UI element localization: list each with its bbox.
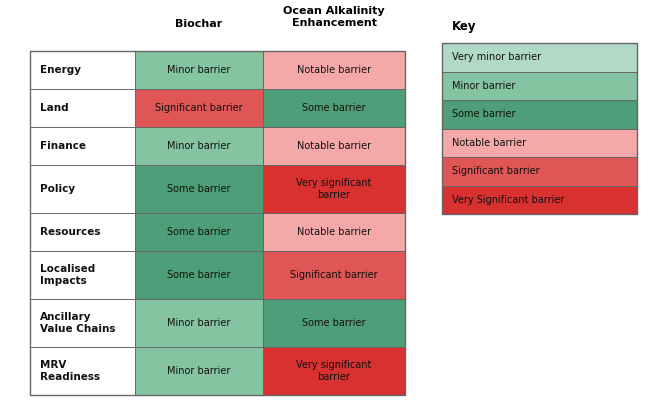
Bar [442,129,637,157]
Text: Very significant
barrier: Very significant barrier [296,360,372,382]
Text: Energy: Energy [40,65,81,75]
Text: Minor barrier: Minor barrier [452,81,515,91]
Bar [263,89,405,127]
Text: Very minor barrier: Very minor barrier [452,52,541,62]
Bar [30,89,135,127]
Bar [30,213,135,251]
Text: Some barrier: Some barrier [167,184,231,194]
Text: Notable barrier: Notable barrier [297,65,371,75]
Bar [263,127,405,165]
Text: Some barrier: Some barrier [167,227,231,237]
Bar [263,165,405,213]
Bar [30,165,135,213]
Bar [30,51,135,89]
Text: Land: Land [40,103,68,113]
Text: Minor barrier: Minor barrier [167,65,230,75]
Text: Key: Key [452,20,477,33]
Bar [30,299,135,347]
Bar [442,100,637,129]
Text: Resources: Resources [40,227,100,237]
Text: Ocean Alkalinity
Enhancement: Ocean Alkalinity Enhancement [283,6,385,28]
Text: Notable barrier: Notable barrier [297,141,371,151]
Text: Biochar: Biochar [175,19,222,29]
Text: MRV
Readiness: MRV Readiness [40,360,100,382]
Bar [30,347,135,395]
Text: Very significant
barrier: Very significant barrier [296,178,372,200]
Text: Significant barrier: Significant barrier [290,270,378,280]
Text: Significant barrier: Significant barrier [155,103,243,113]
Bar [30,251,135,299]
Text: Some barrier: Some barrier [302,318,366,328]
Text: Minor barrier: Minor barrier [167,318,230,328]
Bar [135,51,263,89]
Text: Very Significant barrier: Very Significant barrier [452,195,564,205]
Bar [135,251,263,299]
Text: Notable barrier: Notable barrier [297,227,371,237]
Text: Some barrier: Some barrier [167,270,231,280]
Bar [442,72,637,100]
Bar [263,213,405,251]
Bar [442,157,637,186]
Text: Some barrier: Some barrier [302,103,366,113]
Text: Some barrier: Some barrier [452,109,515,119]
Bar [263,299,405,347]
Text: Localised
Impacts: Localised Impacts [40,264,95,286]
Text: Ancillary
Value Chains: Ancillary Value Chains [40,312,116,334]
Bar [135,347,263,395]
Bar [135,213,263,251]
Text: Policy: Policy [40,184,75,194]
Bar [30,127,135,165]
Bar [442,43,637,214]
Bar [442,43,637,72]
Bar [442,186,637,214]
Bar [135,165,263,213]
Bar [263,51,405,89]
Text: Significant barrier: Significant barrier [452,166,540,176]
Bar [135,127,263,165]
Bar [135,299,263,347]
Text: Notable barrier: Notable barrier [452,138,526,148]
Bar [263,347,405,395]
Bar [263,251,405,299]
Text: Finance: Finance [40,141,86,151]
Bar [135,89,263,127]
Bar [30,51,405,395]
Text: Minor barrier: Minor barrier [167,141,230,151]
Text: Minor barrier: Minor barrier [167,366,230,376]
